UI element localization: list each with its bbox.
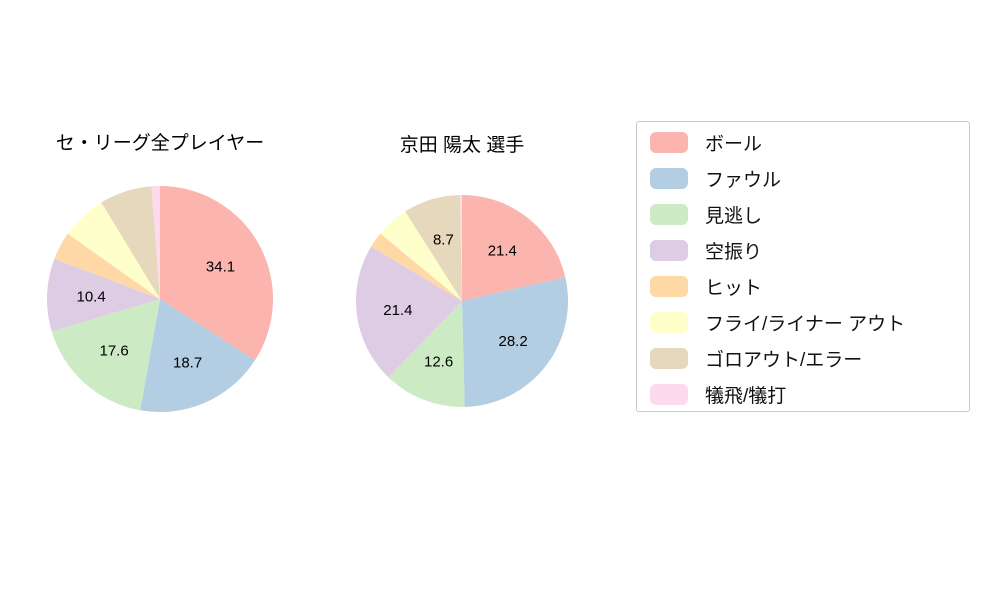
legend-item: 犠飛/犠打 xyxy=(637,376,969,412)
pie-slice xyxy=(405,195,462,301)
pie-slice-label: 21.4 xyxy=(383,302,412,319)
pie-slice xyxy=(140,299,256,413)
pie-slice xyxy=(462,277,569,407)
pie-slice xyxy=(371,233,462,301)
legend-label: フライ/ライナー アウト xyxy=(705,313,906,335)
pie-slice xyxy=(380,211,462,301)
pie-slice-label: 8.7 xyxy=(433,231,454,248)
pie-slice-label: 10.4 xyxy=(76,289,105,306)
pie-slice xyxy=(47,258,160,332)
legend: ボールファウル見逃し空振りヒットフライ/ライナー アウト ゴロアウト/エラー 犠飛/… xyxy=(636,121,970,412)
pie-slice-label: 34.1 xyxy=(206,258,235,275)
legend-item: 見逃し xyxy=(637,196,969,232)
legend-label: ゴロアウト/エラー xyxy=(705,349,863,371)
left-pie-title: セ・リーグ全プレイヤー xyxy=(55,133,265,154)
pie-slice xyxy=(54,233,160,299)
legend-swatch xyxy=(650,275,688,297)
pie-slice xyxy=(388,301,465,408)
pie-slice xyxy=(160,186,274,361)
legend-item: ファウル xyxy=(637,160,969,196)
pie-slice-label: 12.6 xyxy=(424,354,453,371)
legend-label: 犠飛/犠打 xyxy=(705,385,787,407)
legend-label: 見逃し xyxy=(705,205,763,227)
pie-slice xyxy=(355,246,462,378)
legend-item: 空振り xyxy=(637,232,969,268)
right-pie-chart: 21.4 28.2 12.6 21.4 8.7 xyxy=(355,195,569,408)
legend-swatch xyxy=(650,167,688,189)
pie-slice xyxy=(460,195,462,301)
pie-slice xyxy=(151,186,160,299)
pie-slice xyxy=(51,299,160,411)
pie-slice xyxy=(101,186,160,299)
legend-label: ボール xyxy=(705,133,763,155)
legend-swatch xyxy=(650,311,688,333)
pie-slice-label: 28.2 xyxy=(498,333,527,350)
legend-swatch xyxy=(650,383,688,405)
legend-item: ヒット xyxy=(637,268,969,304)
pie-slice-label: 21.4 xyxy=(488,243,517,260)
pie-slice-label: 18.7 xyxy=(173,354,202,371)
legend-swatch xyxy=(650,347,688,369)
pie-slice xyxy=(67,202,160,299)
legend-item: ボール xyxy=(637,124,969,160)
right-pie-title: 京田 陽太 選手 xyxy=(399,135,525,156)
legend-swatch xyxy=(650,131,688,153)
legend-label: 空振り xyxy=(705,241,763,263)
legend-item: ゴロアウト/エラー xyxy=(637,340,969,376)
legend-swatch xyxy=(650,239,688,261)
legend-swatch xyxy=(650,203,688,225)
legend-label: ファウル xyxy=(705,169,782,191)
pie-slice xyxy=(462,195,566,301)
legend-item: フライ/ライナー アウト xyxy=(637,304,969,340)
legend-label: ヒット xyxy=(705,277,763,299)
left-pie-chart: 34.1 18.7 17.6 10.4 xyxy=(47,186,274,413)
pie-slice-label: 17.6 xyxy=(99,343,128,360)
